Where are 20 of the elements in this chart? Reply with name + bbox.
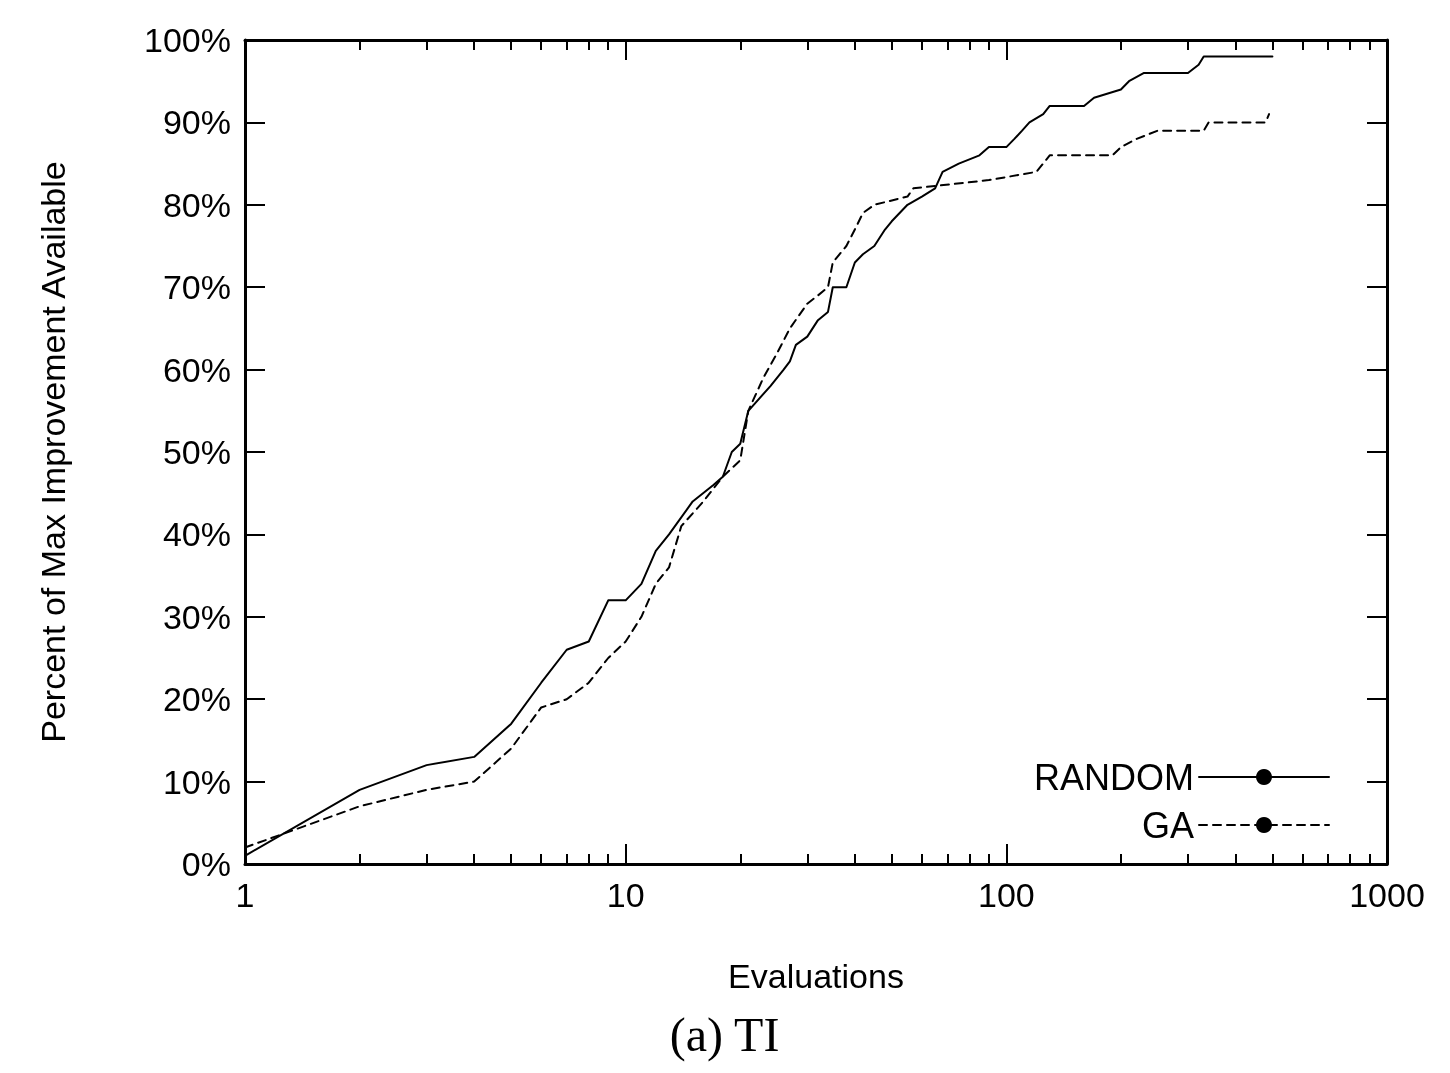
y-tick-label: 70%	[162, 268, 231, 307]
legend-label: GA	[1141, 804, 1194, 846]
legend-label: RANDOM	[1034, 756, 1194, 798]
y-tick-label: 20%	[162, 680, 231, 719]
x-axis-title: Evaluations	[728, 957, 904, 995]
x-tick-label: 100	[977, 876, 1035, 914]
y-axis-title: Percent of Max Improvement Available	[34, 161, 72, 743]
y-tick-label: 50%	[162, 433, 231, 471]
x-tick-label: 10	[606, 876, 645, 914]
y-tick-label: 40%	[162, 515, 231, 554]
y-tick-label: 60%	[162, 350, 231, 389]
y-tick-label: 30%	[162, 597, 231, 636]
y-tick-label: 90%	[162, 103, 231, 142]
y-tick-label: 80%	[162, 185, 231, 224]
y-tick-label: 10%	[162, 762, 231, 801]
text: (a) TI	[669, 1007, 780, 1062]
y-tick-label: 100%	[144, 21, 231, 59]
x-tick-label: 1	[235, 876, 255, 914]
x-tick-label: 1000	[1349, 876, 1425, 914]
y-tick-label: 0%	[181, 845, 231, 883]
